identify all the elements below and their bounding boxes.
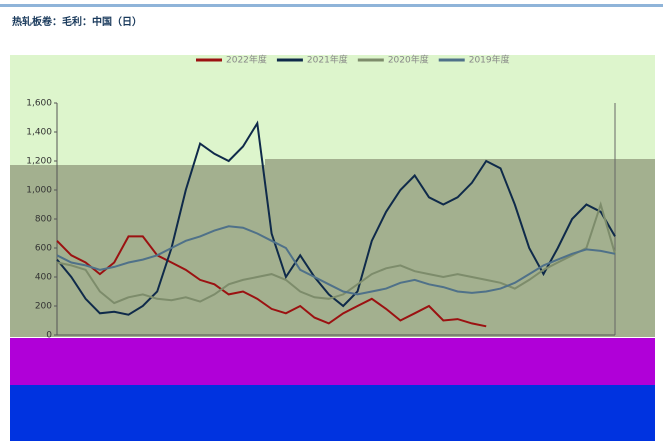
legend-label: 2019年度 [469,54,510,66]
y-tick-label: 1,000 [26,186,52,196]
artifact-band [10,338,655,385]
legend-label: 2022年度 [226,54,267,66]
series-line [56,235,487,328]
top-rule [0,4,663,7]
y-tick-label: 0 [46,331,52,341]
chart-title: 热轧板卷：毛利：中国（日） [12,15,142,28]
y-tick-label: 1,600 [26,99,52,109]
y-tick-label: 1,200 [26,157,52,167]
y-tick-label: 1,400 [26,128,52,138]
plot-shade [265,159,655,337]
series-line [56,120,616,316]
legend-label: 2020年度 [388,54,429,66]
y-tick-label: 600 [35,244,52,254]
artifact-band [10,385,655,441]
y-tick-label: 400 [35,273,52,283]
y-tick-label: 800 [35,215,52,225]
legend-label: 2021年度 [307,54,348,66]
series-line [56,201,616,305]
y-tick-label: 200 [35,302,52,312]
series-line [56,225,616,296]
